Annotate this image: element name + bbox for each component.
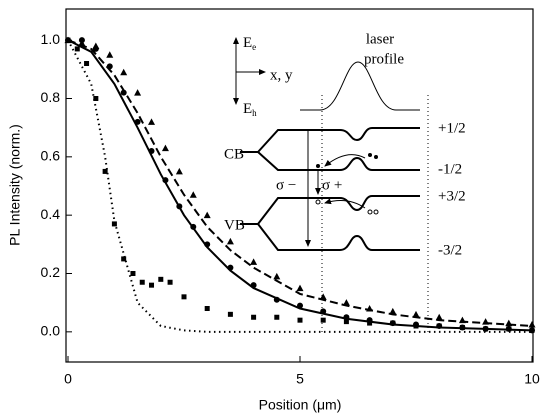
point	[389, 307, 397, 315]
y-axis-label: PL Intensity (norm.)	[7, 124, 23, 246]
label: x, y	[270, 67, 293, 83]
y-tick-label: 0.8	[41, 89, 61, 105]
point	[273, 272, 281, 280]
drift-arrow	[324, 198, 366, 209]
series-line	[67, 39, 533, 332]
band	[257, 195, 420, 225]
label: -1/2	[438, 161, 462, 177]
drift-arrow	[324, 154, 366, 167]
point	[84, 61, 90, 66]
point	[134, 89, 142, 96]
point	[158, 276, 164, 282]
x-tick-label: 0	[64, 371, 72, 387]
point	[161, 144, 169, 152]
y-tick-label: 0.6	[41, 148, 61, 164]
point	[250, 258, 258, 265]
label: laser	[366, 31, 394, 47]
point	[412, 310, 420, 318]
y-tick-label: 0.4	[41, 206, 61, 222]
label: +3/2	[438, 188, 466, 204]
band	[257, 127, 420, 153]
carrier	[315, 199, 321, 205]
point	[296, 284, 304, 292]
point	[436, 323, 442, 329]
point	[121, 256, 127, 262]
point	[139, 279, 145, 285]
series-line	[67, 39, 532, 333]
point	[78, 37, 85, 44]
band	[257, 223, 420, 251]
point	[167, 279, 173, 285]
point	[106, 51, 114, 58]
point	[319, 293, 327, 300]
label: CB	[224, 146, 244, 162]
point	[528, 321, 536, 328]
x-axis-label: Position (μm)	[259, 397, 342, 413]
point	[189, 191, 197, 198]
label: profile	[364, 51, 404, 67]
y-tick-label: 1.0	[41, 31, 61, 47]
point	[342, 299, 350, 306]
x-tick-label: 10	[524, 371, 540, 387]
point	[435, 313, 443, 321]
carrier	[373, 209, 379, 215]
point	[227, 311, 233, 317]
series-line	[67, 39, 533, 327]
point	[93, 96, 99, 101]
point	[390, 320, 396, 326]
label: +1/2	[438, 120, 466, 136]
point	[204, 306, 210, 311]
point	[203, 211, 211, 219]
x-tick-label: 5	[296, 371, 304, 387]
point	[74, 46, 80, 52]
point	[92, 45, 99, 52]
point	[175, 167, 183, 175]
point	[320, 317, 326, 323]
inset: Ee x, y Eh laser profile CB VB +1/2 -1/2…	[224, 31, 466, 332]
point	[226, 237, 234, 245]
point	[251, 314, 257, 320]
carrier	[316, 164, 320, 168]
point	[102, 168, 108, 174]
point	[274, 314, 280, 320]
label: σ −	[276, 177, 296, 193]
label: -3/2	[438, 242, 462, 258]
point	[149, 282, 155, 288]
band	[257, 151, 420, 171]
point	[148, 118, 156, 125]
y-tick-label: 0.2	[41, 264, 61, 280]
laser-profile	[300, 61, 420, 111]
label: Eh	[243, 101, 257, 118]
label: VB	[224, 217, 245, 233]
point	[343, 319, 349, 325]
point	[120, 68, 128, 76]
point	[297, 317, 303, 323]
point	[181, 294, 187, 300]
carrier	[374, 155, 378, 159]
y-tick-label: 0.0	[41, 323, 61, 339]
carrier	[368, 153, 372, 157]
label: σ +	[322, 177, 342, 193]
point	[130, 271, 136, 276]
carrier	[367, 209, 373, 215]
point	[367, 320, 373, 326]
label: Ee	[243, 35, 256, 52]
